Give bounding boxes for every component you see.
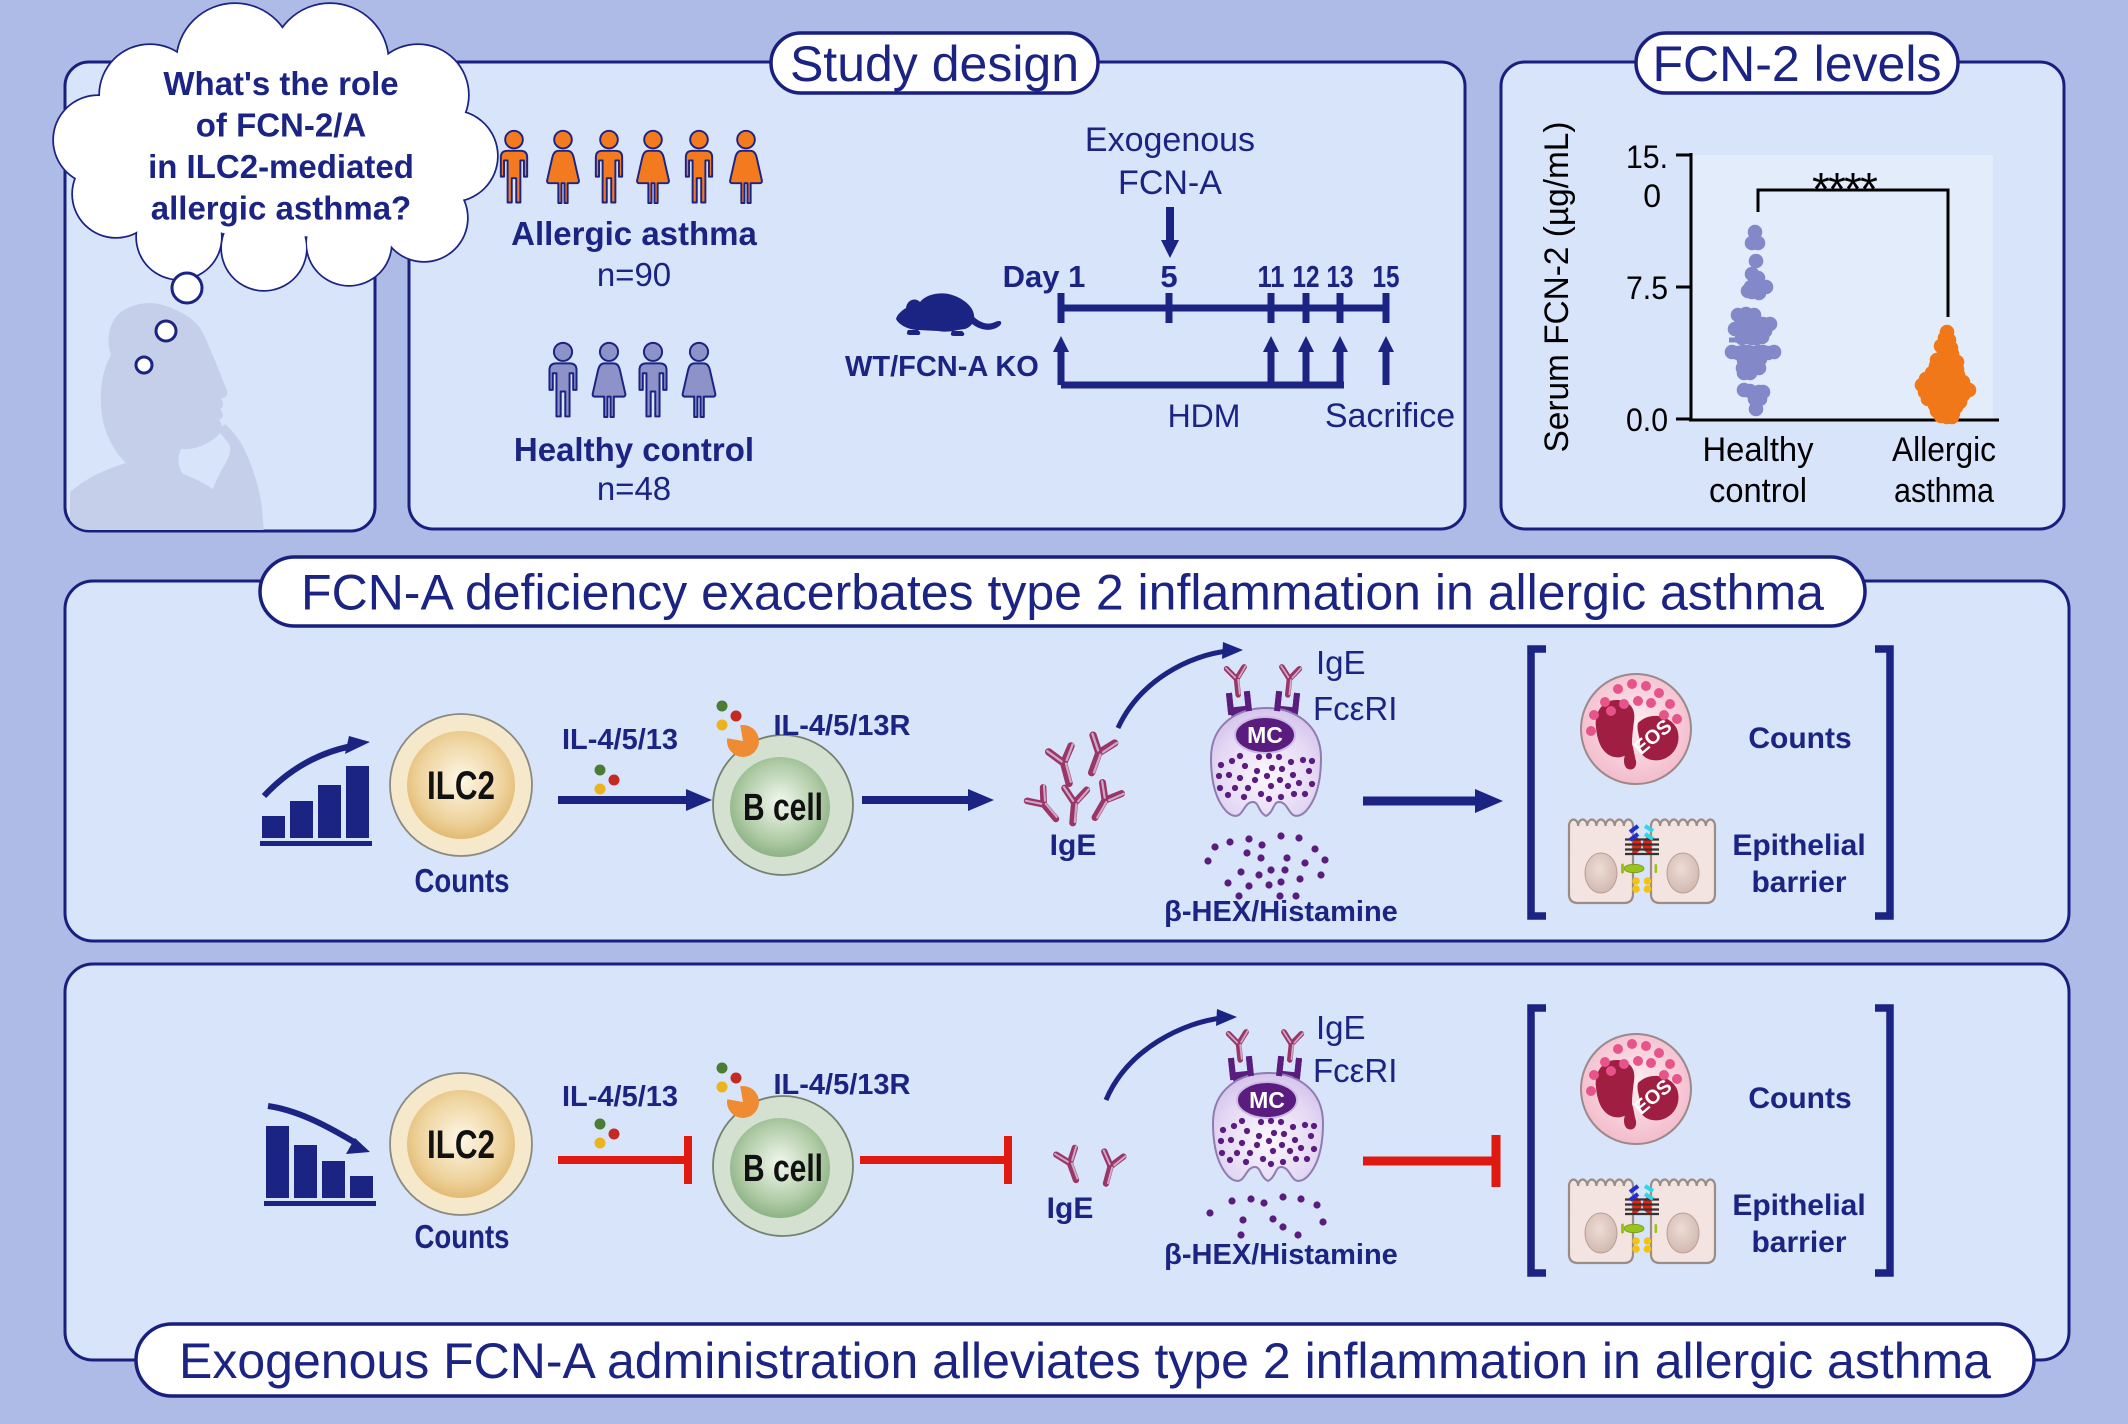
svg-text:*: *	[1860, 163, 1878, 215]
svg-text:Exogenous FCN-A administration: Exogenous FCN-A administration alleviate…	[179, 1333, 1991, 1389]
svg-text:15: 15	[1373, 259, 1400, 294]
svg-text:Study design: Study design	[790, 36, 1079, 92]
svg-text:WT/FCN-A KO: WT/FCN-A KO	[845, 351, 1039, 383]
svg-text:FcεRI: FcεRI	[1313, 1052, 1397, 1089]
svg-text:n=90: n=90	[597, 256, 671, 293]
svg-text:barrier: barrier	[1751, 866, 1846, 899]
svg-text:11: 11	[1258, 259, 1285, 294]
svg-text:*: *	[1844, 163, 1862, 215]
svg-text:of FCN-2/A: of FCN-2/A	[196, 107, 366, 144]
svg-text:B cell: B cell	[743, 787, 823, 829]
svg-text:13: 13	[1327, 259, 1354, 294]
svg-text:What's the role: What's the role	[163, 65, 398, 102]
svg-text:HDM: HDM	[1168, 398, 1241, 434]
svg-text:control: control	[1709, 472, 1807, 510]
svg-text:IL-4/5/13R: IL-4/5/13R	[774, 710, 911, 742]
svg-text:Healthy: Healthy	[1703, 431, 1814, 469]
svg-text:Sacrifice: Sacrifice	[1325, 397, 1455, 435]
svg-text:Day 1: Day 1	[1003, 259, 1086, 294]
svg-text:Healthy control: Healthy control	[514, 431, 754, 468]
svg-text:Epithelial: Epithelial	[1732, 829, 1865, 862]
svg-text:β-HEX/Histamine: β-HEX/Histamine	[1164, 896, 1398, 928]
svg-text:IL-4/5/13R: IL-4/5/13R	[774, 1069, 911, 1101]
svg-text:IgE: IgE	[1050, 829, 1097, 862]
svg-text:0: 0	[1643, 178, 1661, 214]
svg-text:*: *	[1828, 163, 1846, 215]
svg-text:Epithelial: Epithelial	[1732, 1189, 1865, 1222]
svg-text:barrier: barrier	[1751, 1226, 1846, 1259]
svg-text:in ILC2-mediated: in ILC2-mediated	[148, 148, 414, 185]
svg-text:FCN-2 levels: FCN-2 levels	[1653, 36, 1942, 92]
svg-text:FcεRI: FcεRI	[1313, 690, 1397, 727]
svg-text:IL-4/5/13: IL-4/5/13	[562, 1081, 678, 1113]
svg-text:5: 5	[1160, 259, 1177, 294]
svg-text:7.5: 7.5	[1626, 270, 1668, 306]
svg-text:MC: MC	[1247, 722, 1283, 748]
svg-text:FCN-A deficiency exacerbates t: FCN-A deficiency exacerbates type 2 infl…	[301, 565, 1824, 621]
svg-text:Counts: Counts	[1748, 1082, 1851, 1115]
svg-text:IgE: IgE	[1316, 1009, 1366, 1046]
svg-text:B cell: B cell	[743, 1148, 823, 1190]
svg-text:IgE: IgE	[1316, 644, 1366, 681]
svg-text:Allergic asthma: Allergic asthma	[511, 215, 757, 252]
svg-text:Counts: Counts	[1748, 722, 1851, 755]
svg-text:0.0: 0.0	[1626, 402, 1668, 438]
svg-text:12: 12	[1293, 259, 1320, 294]
svg-text:IL-4/5/13: IL-4/5/13	[562, 724, 678, 756]
svg-text:Counts: Counts	[415, 1218, 510, 1255]
svg-text:β-HEX/Histamine: β-HEX/Histamine	[1164, 1239, 1398, 1271]
svg-text:n=48: n=48	[597, 470, 671, 507]
svg-text:FCN-A: FCN-A	[1118, 164, 1222, 202]
svg-text:IgE: IgE	[1047, 1192, 1094, 1225]
svg-text:Serum FCN-2 (µg/mL): Serum FCN-2 (µg/mL)	[1538, 122, 1576, 453]
svg-text:*: *	[1812, 163, 1830, 215]
svg-text:ILC2: ILC2	[427, 1123, 495, 1167]
svg-text:15.: 15.	[1626, 139, 1668, 175]
svg-text:allergic asthma?: allergic asthma?	[151, 190, 411, 227]
svg-text:ILC2: ILC2	[427, 764, 495, 808]
svg-text:MC: MC	[1249, 1087, 1285, 1113]
svg-text:Exogenous: Exogenous	[1085, 121, 1255, 159]
svg-text:Counts: Counts	[415, 862, 510, 899]
svg-text:Allergic: Allergic	[1892, 431, 1996, 469]
svg-text:asthma: asthma	[1894, 472, 1994, 510]
